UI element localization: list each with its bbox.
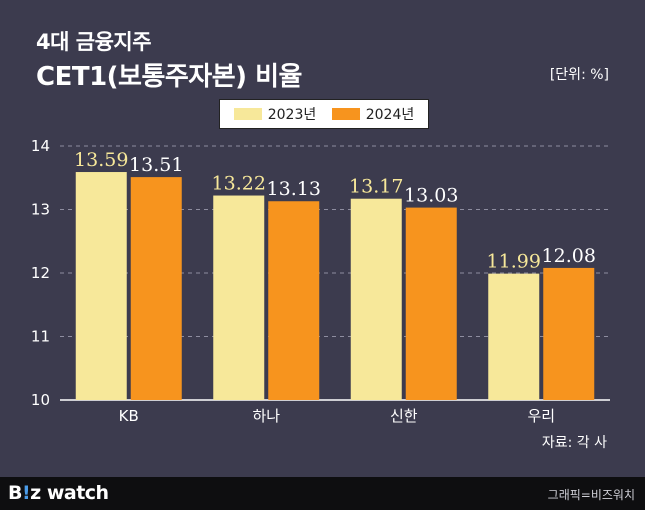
value-label-KB-2024년: 13.51 (129, 154, 183, 176)
bar-우리-2023년 (488, 273, 540, 400)
bizwatch-logo: B!z watch (8, 482, 109, 504)
legend-label-2023: 2023년 (267, 107, 317, 123)
value-label-하나-2023년: 13.22 (212, 173, 266, 195)
x-tick-label-우리: 우리 (527, 407, 555, 425)
legend-label-2024: 2024년 (365, 107, 415, 123)
bar-신한-2023년 (350, 198, 402, 400)
graphic-credit: 그래픽=비즈워치 (547, 488, 635, 502)
value-label-신한-2023년: 13.17 (349, 176, 403, 198)
legend: 2023년 2024년 (219, 99, 429, 129)
x-tick-label-KB: KB (119, 407, 139, 425)
legend-swatch-2023 (233, 108, 262, 120)
source-label: 자료: 각 사 (541, 435, 607, 451)
bar-하나-2024년 (268, 201, 320, 400)
value-label-우리-2024년: 12.08 (542, 245, 596, 267)
legend-item-2024: 2024년 (331, 104, 415, 124)
x-tick-label-하나: 하나 (252, 407, 280, 425)
bar-KB-2023년 (75, 172, 127, 400)
logo-accent: ! (21, 482, 31, 504)
value-label-하나-2024년: 13.13 (267, 178, 321, 200)
bar-하나-2023년 (213, 195, 265, 400)
unit-label: [단위: %] (549, 67, 609, 83)
y-tick-label-10: 10 (31, 391, 50, 409)
legend-item-2023: 2023년 (233, 104, 317, 124)
bar-우리-2024년 (543, 267, 595, 400)
chart-supertitle: 4대 금융지주 (36, 30, 152, 54)
legend-swatch-2024 (331, 108, 360, 120)
footer-bar: B!z watch 그래픽=비즈워치 (0, 477, 645, 510)
value-label-KB-2023년: 13.59 (74, 149, 128, 171)
y-tick-label-12: 12 (31, 264, 50, 282)
y-tick-label-13: 13 (31, 201, 50, 219)
logo-b: B (8, 482, 22, 504)
y-tick-label-11: 11 (31, 328, 50, 346)
chart-title: CET1(보통주자본) 비율 (36, 62, 302, 92)
value-label-신한-2024년: 13.03 (404, 185, 458, 207)
value-label-우리-2023년: 11.99 (487, 251, 541, 273)
bar-KB-2024년 (130, 177, 182, 400)
x-tick-label-신한: 신한 (390, 407, 418, 425)
bar-신한-2024년 (405, 207, 457, 400)
logo-rest: z watch (30, 482, 109, 504)
y-tick-label-14: 14 (31, 137, 50, 155)
